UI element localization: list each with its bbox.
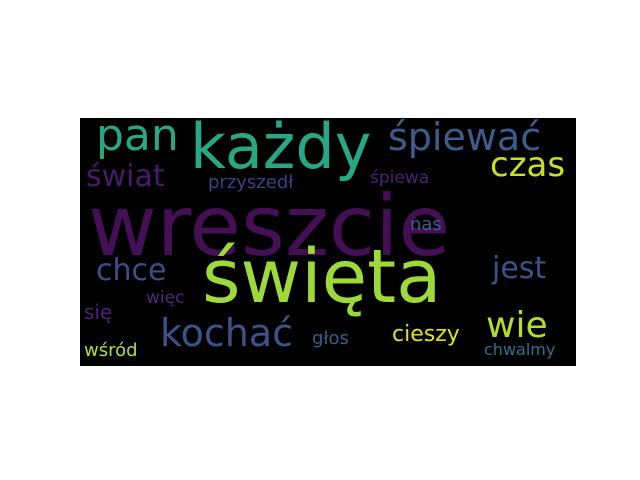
word-wreszcie: wreszcie	[88, 177, 451, 275]
word-jest: jest	[492, 251, 547, 286]
word-swiat: świat	[86, 159, 165, 194]
word-kazdy: każdy	[190, 118, 372, 183]
word-wiec: więc	[146, 288, 185, 308]
word-cieszy: cieszy	[392, 322, 460, 347]
word-nas: nas	[410, 214, 442, 235]
word-swieta: święta	[202, 234, 442, 320]
word-sie: się	[84, 300, 113, 324]
word-glos: głos	[312, 328, 349, 349]
word-wie: wie	[486, 305, 548, 346]
word-chwalmy: chwalmy	[484, 340, 556, 359]
word-spiewac: śpiewać	[388, 118, 542, 159]
word-kochac: kochać	[160, 311, 294, 355]
word-wsrod: wśród	[84, 340, 138, 361]
word-przyszedl: przyszedł	[208, 172, 294, 193]
word-czas: czas	[490, 145, 566, 185]
word-cloud: wreszcie święta każdy pan śpiewać czas ś…	[80, 118, 576, 366]
word-chce: chce	[96, 253, 167, 288]
word-pan: pan	[96, 118, 179, 161]
word-spiewa: śpiewa	[370, 168, 430, 188]
